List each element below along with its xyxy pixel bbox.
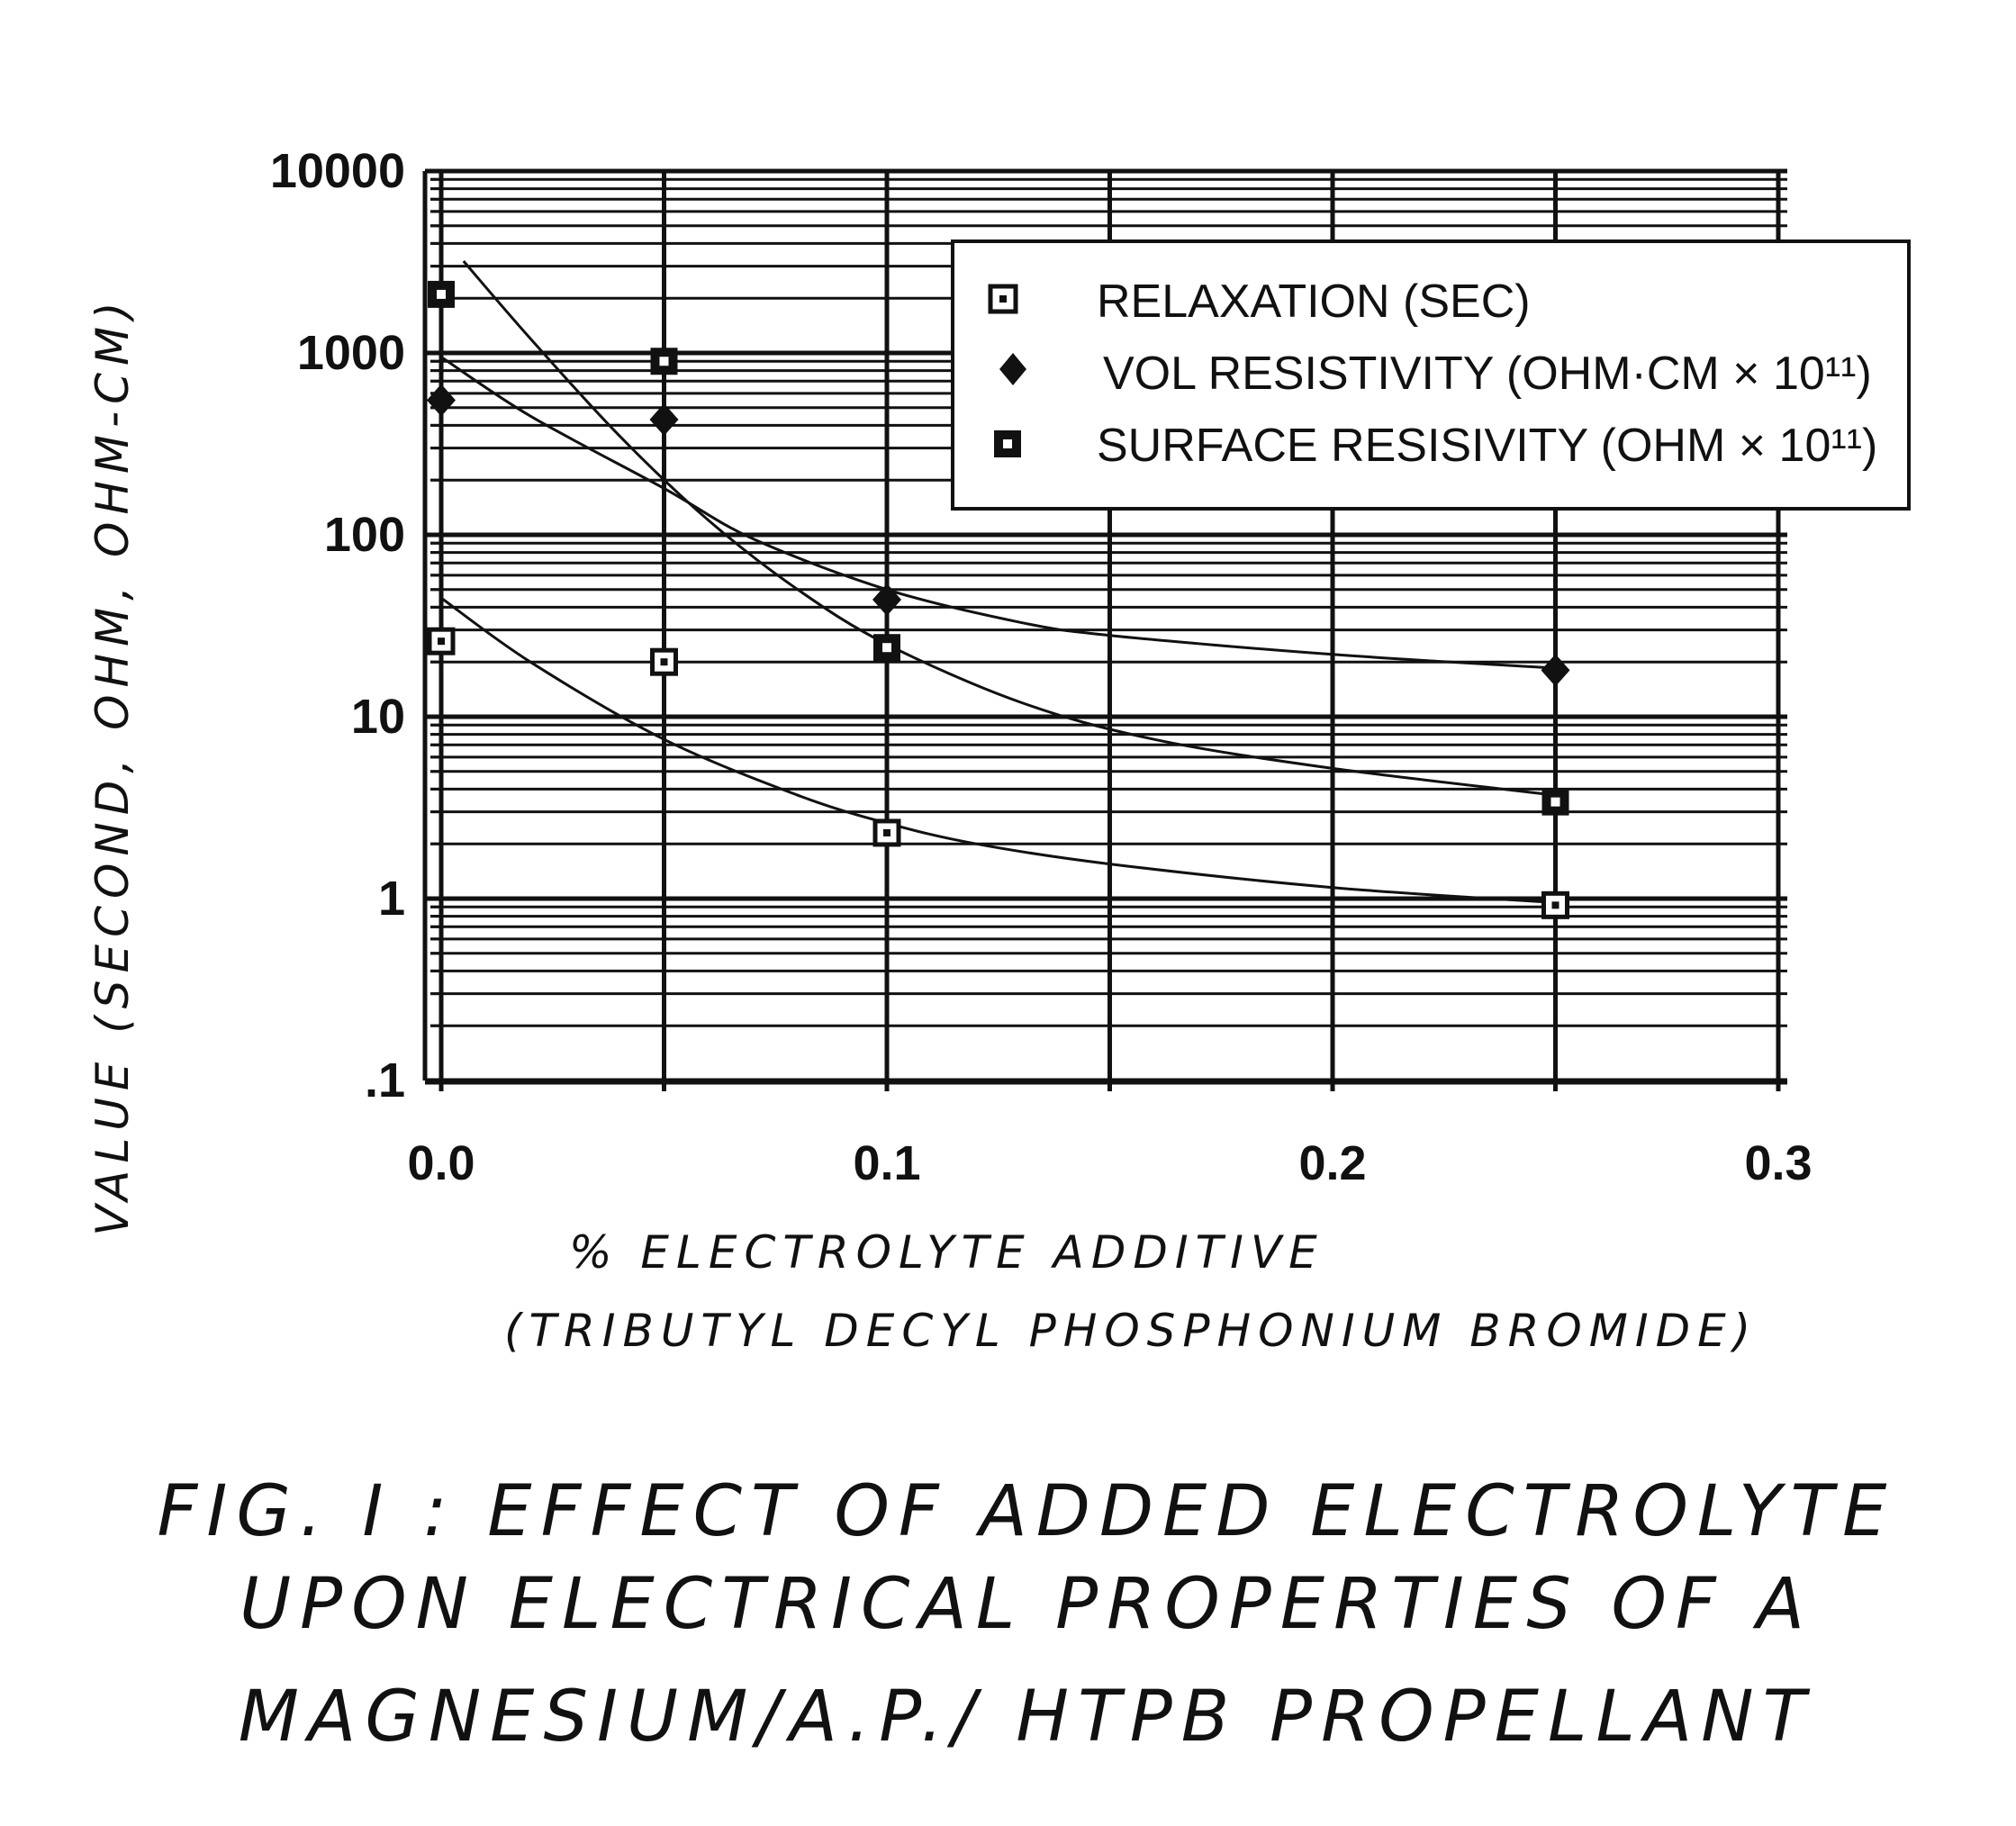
- y-tick-label: .1: [365, 1053, 405, 1107]
- x-tick-label: 0.2: [1298, 1136, 1366, 1190]
- point-surface-resistivity: [650, 348, 678, 375]
- y-tick-label: 10000: [270, 144, 405, 198]
- plot-axes: [422, 171, 1787, 1085]
- legend: RELAXATION (SEC) VOL RESISTIVITY (OHM·CM…: [951, 240, 1911, 511]
- point-vol-resistivity: [1541, 654, 1570, 687]
- legend-marker-filled-square: [994, 430, 1021, 457]
- point-vol-resistivity: [427, 384, 456, 417]
- data-points: [427, 280, 1570, 919]
- point-surface-resistivity: [1541, 788, 1569, 816]
- legend-label-vol-resistivity: VOL RESISTIVITY (OHM·CM × 10¹¹): [1103, 348, 1872, 400]
- x-tick-label: 0.0: [407, 1136, 475, 1190]
- x-tick-labels: 0.0 0.1 0.2 0.3: [407, 1136, 1812, 1190]
- legend-label-relaxation: RELAXATION (SEC): [1097, 276, 1531, 328]
- point-surface-resistivity: [428, 280, 455, 308]
- y-tick-labels: .1 1 10 100 1000 10000: [270, 144, 405, 1107]
- caption-line-1: FIG. I : EFFECT OF ADDED ELECTROLYTE: [158, 1471, 1896, 1552]
- y-tick-label: 100: [324, 508, 405, 562]
- legend-label-surface-resistivity: SURFACE RESISIVITY (OHM × 10¹¹): [1097, 420, 1877, 472]
- x-axis-title: % ELECTROLYTE ADDITIVE: [569, 1226, 1324, 1279]
- y-tick-label: 1000: [297, 326, 405, 380]
- fit-curve-vol-resistivity: [440, 356, 1556, 670]
- point-relaxation: [650, 647, 678, 676]
- y-tick-label: 10: [351, 690, 405, 744]
- legend-marker-filled-diamond: [999, 353, 1026, 385]
- caption-line-2: UPON ELECTRICAL PROPERTIES OF A: [240, 1564, 1813, 1645]
- legend-marker-open-square: [988, 284, 1018, 314]
- y-tick-label: 1: [378, 872, 405, 926]
- caption-line-3: MAGNESIUM/A.P./ HTPB PROPELLANT: [239, 1677, 1815, 1758]
- y-axis-title: VALUE (SECOND, OHM, OHM-CM): [86, 294, 139, 1235]
- x-axis-subtitle: (TRIBUTYL DECYL PHOSPHONIUM BROMIDE): [504, 1305, 1758, 1357]
- point-vol-resistivity: [649, 403, 679, 437]
- point-relaxation: [427, 627, 456, 655]
- point-relaxation: [1541, 890, 1569, 919]
- point-surface-resistivity: [873, 634, 900, 662]
- legend-box: [951, 240, 1911, 511]
- point-vol-resistivity: [872, 583, 901, 617]
- x-tick-label: 0.3: [1744, 1136, 1812, 1190]
- x-tick-label: 0.1: [853, 1136, 920, 1190]
- fit-curve-relaxation: [440, 596, 1556, 904]
- point-relaxation: [872, 818, 901, 847]
